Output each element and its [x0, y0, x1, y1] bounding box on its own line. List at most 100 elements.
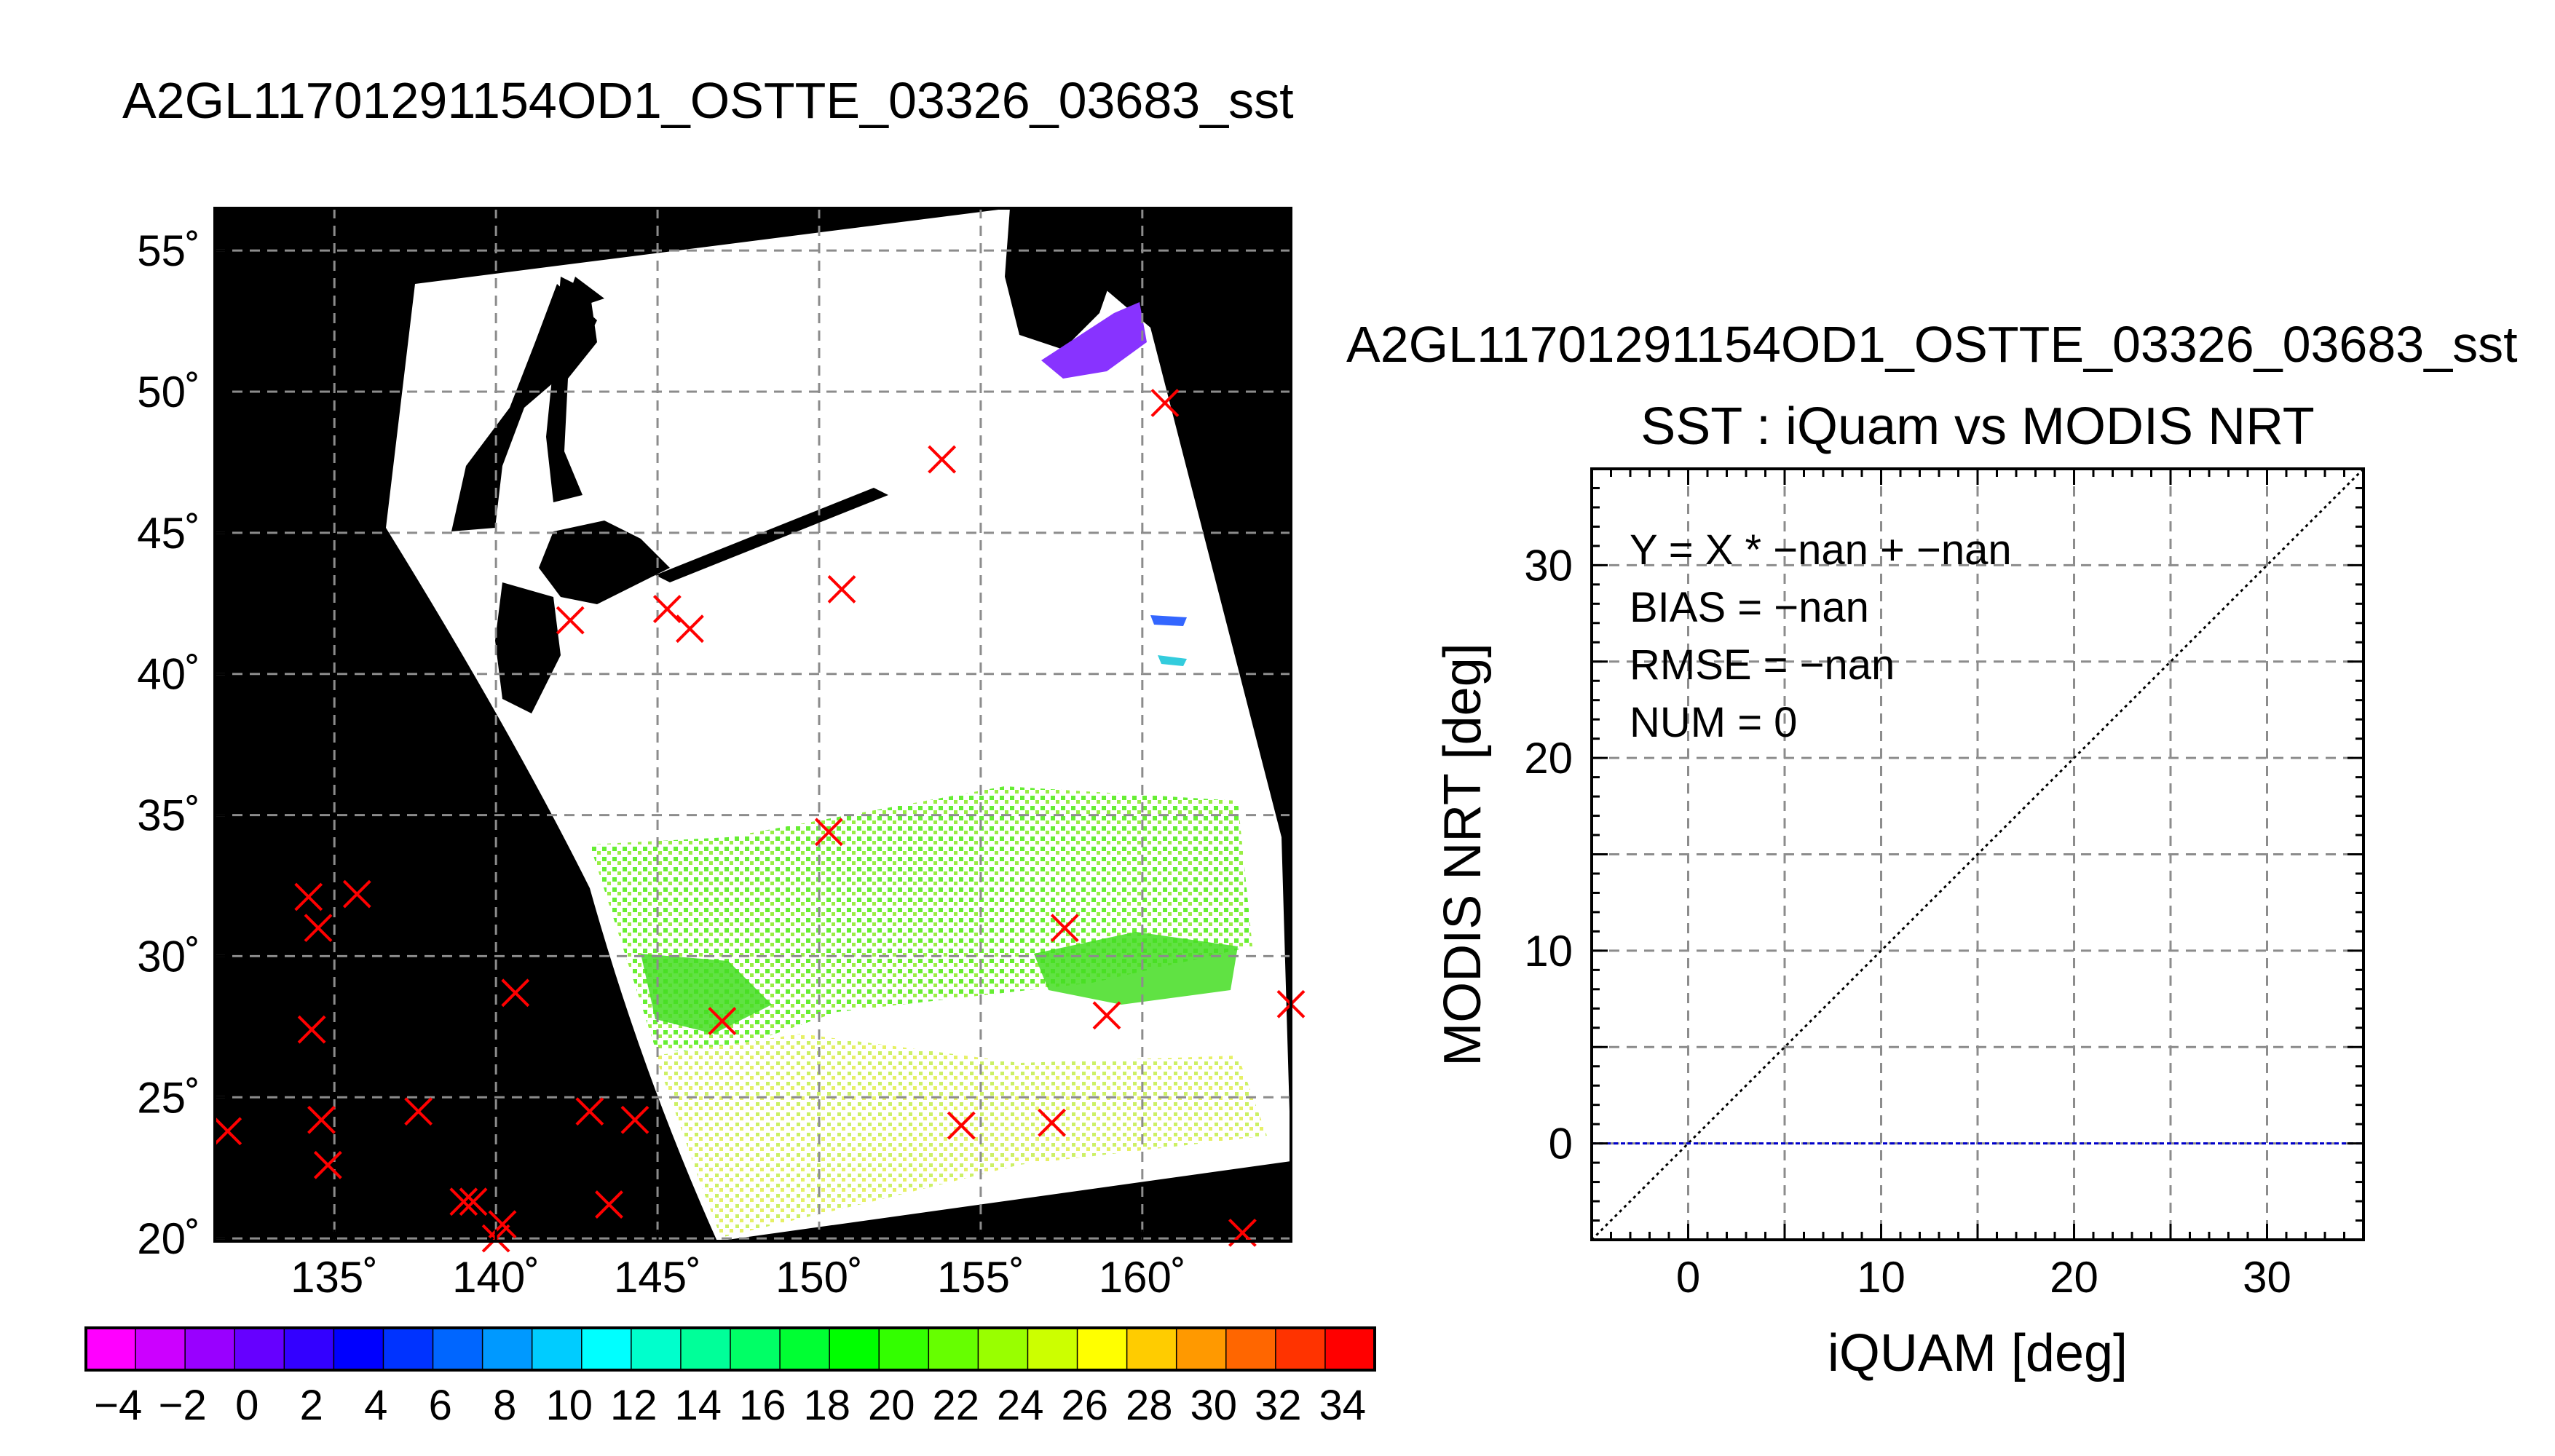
colorbar-cell — [1176, 1328, 1227, 1370]
scatter-stats: Y = X * −nan + −nan BIAS = −nan RMSE = −… — [1630, 526, 2012, 746]
scatter-x-tick-label: 10 — [1857, 1253, 1906, 1302]
colorbar-tick-label: 16 — [739, 1382, 786, 1429]
map-title: A2GL11701291154OD1_OSTTE_03326_03683_sst — [122, 72, 1294, 129]
colorbar-cell — [135, 1328, 186, 1370]
sst-green-core-east — [1034, 932, 1238, 1005]
scatter-y-tick-label: 0 — [1549, 1120, 1573, 1168]
buoy-marker — [1092, 1001, 1121, 1030]
buoy-marker — [307, 1105, 336, 1134]
colorbar-cell — [581, 1328, 632, 1370]
land-masses — [451, 208, 1136, 713]
map-x-tick-label: 150˚ — [775, 1253, 863, 1302]
sst-blue-patch — [1150, 615, 1187, 626]
colorbar-cell — [433, 1328, 483, 1370]
colorbar-cells — [86, 1328, 1375, 1370]
map-y-tick-label: 20˚ — [137, 1214, 200, 1263]
buoy-marker — [676, 614, 704, 644]
buoy-marker — [1150, 389, 1180, 417]
sst-lightblue-patch — [1158, 655, 1187, 666]
colorbar-cell — [1077, 1328, 1128, 1370]
buoy-marker — [556, 606, 585, 635]
map-y-ticks: 55˚ 50˚ 45˚ 40˚ 35˚ 30˚ 25˚ 20˚ — [137, 226, 226, 1263]
colorbar-tick-label: 18 — [803, 1382, 850, 1429]
num-annotation: NUM = 0 — [1630, 699, 1797, 746]
map-x-tick-label: 140˚ — [452, 1253, 540, 1302]
buoy-marker — [928, 445, 957, 474]
colorbar-tick-label: 32 — [1255, 1382, 1302, 1429]
buoy-marker — [1050, 914, 1079, 943]
scatter-x-tick-label: 0 — [1676, 1253, 1700, 1302]
colorbar-cell — [1225, 1328, 1276, 1370]
map-frame — [213, 207, 1292, 1243]
map-x-tick-label: 155˚ — [937, 1253, 1024, 1302]
scatter-y-tick-label: 10 — [1524, 927, 1573, 976]
colorbar-cell — [631, 1328, 682, 1370]
buoy-marker — [814, 818, 843, 847]
map-y-tick-label: 25˚ — [137, 1073, 200, 1122]
map-x-tick-label: 160˚ — [1099, 1253, 1186, 1302]
colorbar-tick-label: 34 — [1319, 1382, 1366, 1429]
colorbar-tick-label: 28 — [1126, 1382, 1173, 1429]
buoy-marker — [213, 1117, 242, 1146]
colorbar-tick-label: 22 — [932, 1382, 979, 1429]
scatter-title: SST : iQuam vs MODIS NRT — [1640, 397, 2315, 456]
colorbar-cell — [829, 1328, 880, 1370]
scatter-figure-title: A2GL11701291154OD1_OSTTE_03326_03683_sst — [1346, 316, 2518, 373]
buoy-marker — [297, 1015, 326, 1044]
buoy-marker — [652, 595, 682, 623]
colorbar-tick-label: 24 — [997, 1382, 1044, 1429]
colorbar-cell — [1027, 1328, 1078, 1370]
scatter-plot: 0 10 20 30 0 10 20 30 Y = X * −nan + −nan BIAS… — [1434, 467, 2365, 1382]
sst-yellow-band — [655, 1034, 1267, 1238]
map-x-tick-label: 135˚ — [291, 1253, 378, 1302]
scatter-frame — [1590, 467, 2365, 1241]
bias-annotation: BIAS = −nan — [1630, 584, 1869, 631]
identity-line — [1590, 467, 2365, 1241]
colorbar-tick-label: 4 — [364, 1382, 387, 1429]
buoy-marker — [304, 914, 333, 943]
map-y-tick-label: 55˚ — [137, 226, 200, 275]
scatter-y-tick-label: 30 — [1524, 541, 1573, 590]
sst-purple-patch — [1041, 302, 1147, 379]
colorbar-cell — [928, 1328, 979, 1370]
map-x-ticks: 135˚ 140˚ 145˚ 150˚ 155˚ 160˚ — [291, 1230, 1186, 1302]
buoy-marker — [947, 1111, 976, 1140]
colorbar-cell — [234, 1328, 285, 1370]
colorbar-cell — [879, 1328, 929, 1370]
colorbar-labels: −4 −2 0 2 4 6 8 10 12 14 16 18 20 22 24 26 28 30 32 34 — [94, 1382, 1366, 1429]
buoy-marker — [313, 1150, 342, 1179]
colorbar-cell — [482, 1328, 533, 1370]
rmse-annotation: RMSE = −nan — [1630, 641, 1895, 689]
colorbar-cell — [730, 1328, 781, 1370]
colorbar-cell — [1275, 1328, 1326, 1370]
buoy-marker — [708, 1007, 737, 1036]
sst-colorbar: −4 −2 0 2 4 6 8 10 12 14 16 18 20 22 24 26 28 30 32 34 — [84, 1326, 1376, 1429]
colorbar-cell — [333, 1328, 384, 1370]
colorbar-cell — [1126, 1328, 1177, 1370]
colorbar-tick-label: 6 — [429, 1382, 452, 1429]
buoy-marker — [449, 1187, 478, 1216]
sst-map: 135˚ 140˚ 145˚ 150˚ 155˚ 160˚ 55˚ 50˚ 45˚ 40˚ 35˚… — [137, 207, 1306, 1302]
colorbar-cell — [1324, 1328, 1375, 1370]
scatter-y-label: MODIS NRT [deg] — [1434, 643, 1492, 1067]
colorbar-tick-label: 14 — [674, 1382, 722, 1429]
colorbar-cell — [978, 1328, 1028, 1370]
scatter-x-ticks: 0 10 20 30 — [1676, 1253, 2291, 1302]
colorbar-tick-label: 20 — [868, 1382, 915, 1429]
sst-green-core — [641, 954, 772, 1034]
colorbar-cell — [383, 1328, 434, 1370]
colorbar-tick-label: 8 — [493, 1382, 516, 1429]
scatter-reference-lines — [1590, 467, 2365, 1241]
colorbar-tick-label: −2 — [159, 1382, 207, 1429]
map-y-tick-label: 50˚ — [137, 368, 200, 416]
buoy-marker — [595, 1190, 623, 1219]
scatter-x-tick-label: 30 — [2243, 1253, 2291, 1302]
buoy-marker — [342, 879, 371, 909]
colorbar-tick-label: 30 — [1190, 1382, 1237, 1429]
colorbar-tick-label: 2 — [300, 1382, 323, 1429]
buoy-marker — [488, 1210, 517, 1239]
regression-annotation: Y = X * −nan + −nan — [1630, 526, 2012, 574]
colorbar-cell — [532, 1328, 583, 1370]
colorbar-cell — [86, 1328, 136, 1370]
